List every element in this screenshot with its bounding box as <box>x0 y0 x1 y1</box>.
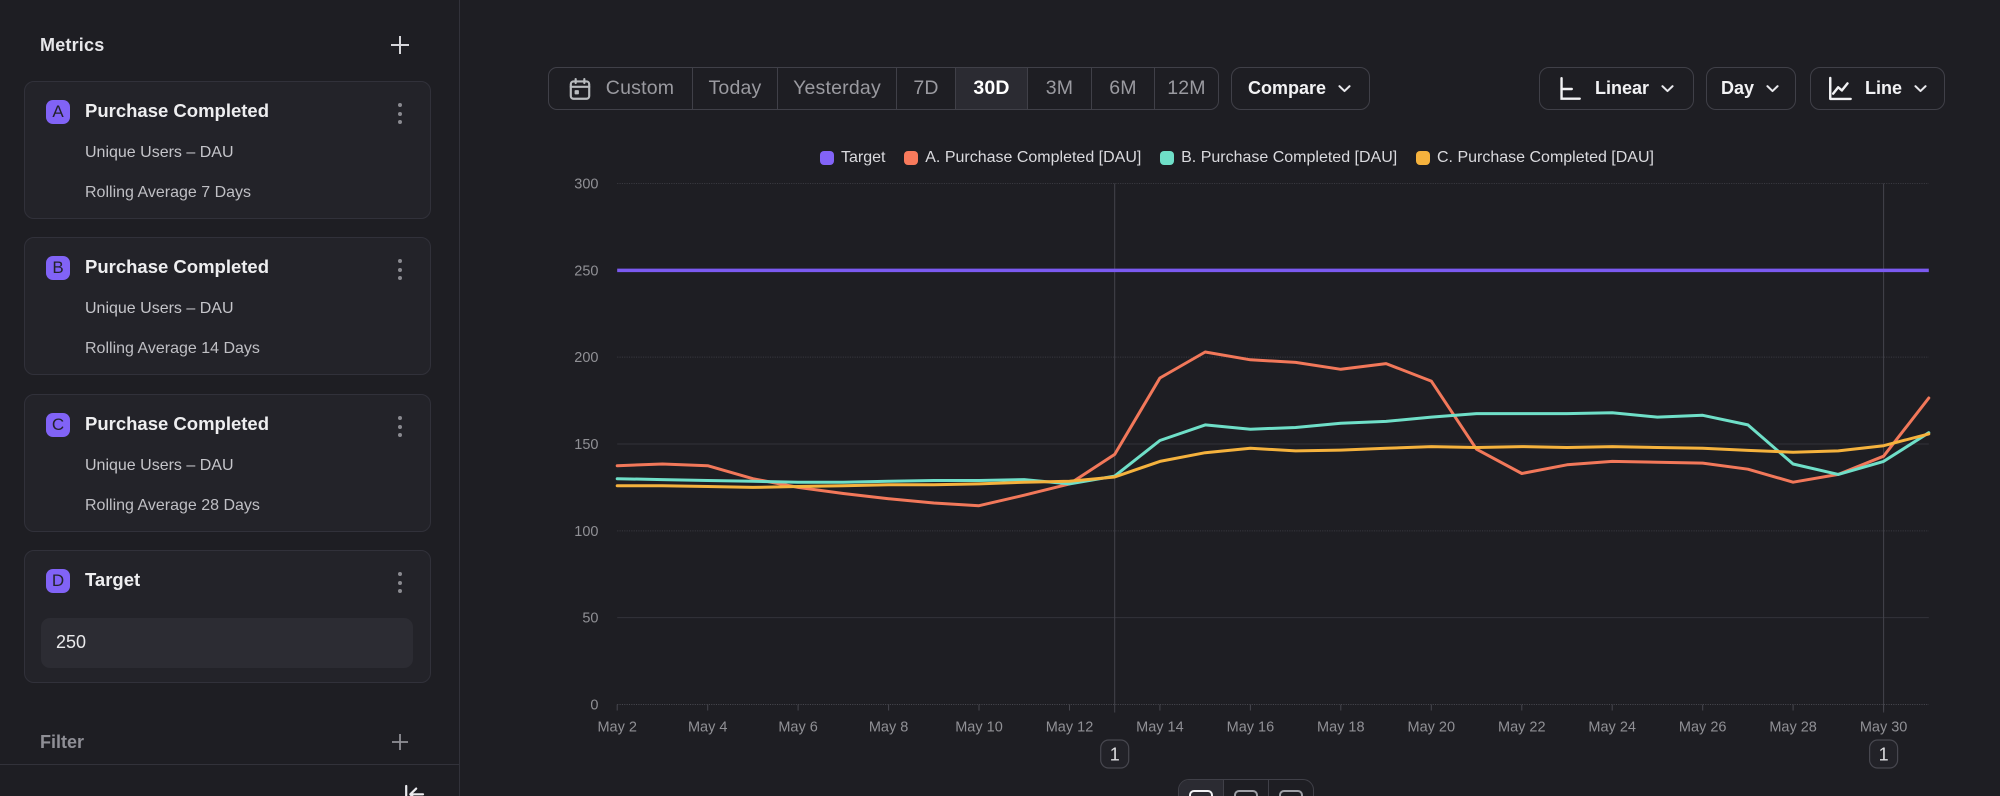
svg-text:250: 250 <box>574 263 598 279</box>
svg-text:May 20: May 20 <box>1408 720 1456 736</box>
svg-text:May 10: May 10 <box>955 720 1003 736</box>
svg-text:May 6: May 6 <box>778 720 818 736</box>
svg-text:May 2: May 2 <box>597 720 637 736</box>
svg-text:1: 1 <box>1110 745 1120 765</box>
svg-text:May 4: May 4 <box>688 720 728 736</box>
svg-text:May 22: May 22 <box>1498 720 1546 736</box>
svg-text:May 30: May 30 <box>1860 720 1908 736</box>
svg-text:100: 100 <box>574 524 598 540</box>
svg-text:May 24: May 24 <box>1588 720 1636 736</box>
svg-text:200: 200 <box>574 350 598 366</box>
svg-text:50: 50 <box>582 611 598 627</box>
svg-text:150: 150 <box>574 437 598 453</box>
svg-text:May 28: May 28 <box>1769 720 1817 736</box>
svg-text:May 12: May 12 <box>1046 720 1094 736</box>
svg-text:May 16: May 16 <box>1227 720 1275 736</box>
svg-text:May 14: May 14 <box>1136 720 1184 736</box>
svg-text:May 26: May 26 <box>1679 720 1727 736</box>
svg-text:May 18: May 18 <box>1317 720 1365 736</box>
svg-text:May 8: May 8 <box>869 720 909 736</box>
svg-text:300: 300 <box>574 177 598 193</box>
svg-text:0: 0 <box>590 698 598 714</box>
svg-text:1: 1 <box>1879 745 1889 765</box>
